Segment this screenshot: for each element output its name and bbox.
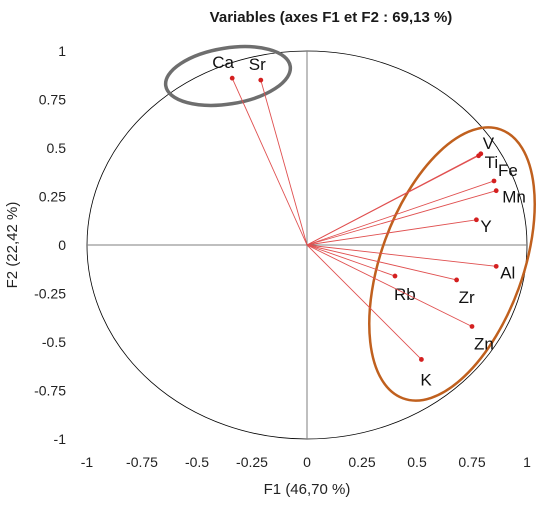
point-fe	[491, 178, 497, 184]
x-tick-label: -1	[81, 454, 94, 470]
y-tick-label: -0.75	[34, 383, 66, 399]
y-tick-label: 0.25	[39, 189, 66, 205]
label-zn: Zn	[474, 334, 494, 353]
vector-sr	[260, 79, 308, 246]
label-al: Al	[500, 263, 515, 282]
y-tick-label: -1	[54, 431, 67, 447]
point-k	[419, 357, 424, 362]
x-tick-label: 0.25	[348, 454, 375, 470]
x-tick-label: 0.75	[458, 454, 485, 470]
x-tick-label: -0.5	[185, 454, 209, 470]
y-axis-label: F2 (22,42 %)	[4, 202, 21, 289]
label-zr: Zr	[459, 288, 475, 307]
vector-ca	[231, 77, 308, 246]
y-tick-label: 1	[58, 43, 66, 59]
point-y	[474, 217, 479, 223]
label-rb: Rb	[394, 285, 416, 304]
label-ca: Ca	[212, 53, 234, 72]
y-tick-label: -0.5	[42, 334, 66, 350]
point-zr	[454, 277, 459, 283]
label-v: V	[483, 134, 495, 153]
y-tick-label: -0.25	[34, 286, 66, 302]
x-tick-label: -0.25	[236, 454, 268, 470]
y-tick-label: 0	[58, 237, 66, 253]
point-zn	[469, 324, 475, 329]
point-sr	[258, 77, 264, 83]
x-tick-label: 0.5	[407, 454, 427, 470]
vector-y	[306, 219, 477, 246]
label-k: K	[420, 370, 432, 389]
vector-ti	[306, 155, 479, 246]
label-mn: Mn	[502, 188, 526, 207]
vector-zn	[306, 244, 473, 327]
x-axis-label: F1 (46,70 %)	[264, 481, 351, 498]
vector-zr	[306, 244, 457, 281]
plot-area: Ca Sr VTi Fe Mn Y Al Zr Rb Zn K	[86, 44, 536, 440]
chart-title: Variables (axes F1 et F2 : 69,13 %)	[210, 9, 453, 26]
y-tick-label: 0.75	[39, 92, 66, 108]
group-ellipse-main	[368, 126, 536, 402]
label-y: Y	[480, 217, 491, 236]
vector-rb	[306, 244, 396, 277]
point-ca	[229, 75, 235, 81]
label-ti: Ti	[485, 153, 499, 172]
point-ti	[476, 153, 481, 159]
vector-al	[306, 244, 497, 267]
group-ellipse-ca-sr	[163, 44, 293, 108]
y-tick-label: 0.5	[47, 140, 67, 156]
x-tick-label: 1	[523, 454, 531, 470]
point-rb	[392, 273, 398, 279]
point-al	[493, 263, 499, 269]
vector-fe	[306, 180, 495, 246]
label-sr: Sr	[249, 55, 266, 74]
x-tick-label: 0	[303, 454, 311, 470]
tick-labels: -1 -0.75 -0.5 -0.25 0 0.25 0.5 0.75 1 1 0.75 0.5 0.2…	[34, 43, 531, 470]
vector-k	[306, 244, 422, 360]
point-mn	[493, 188, 499, 194]
x-tick-label: -0.75	[126, 454, 158, 470]
label-fe: Fe	[498, 161, 518, 180]
vector-mn	[306, 190, 497, 246]
